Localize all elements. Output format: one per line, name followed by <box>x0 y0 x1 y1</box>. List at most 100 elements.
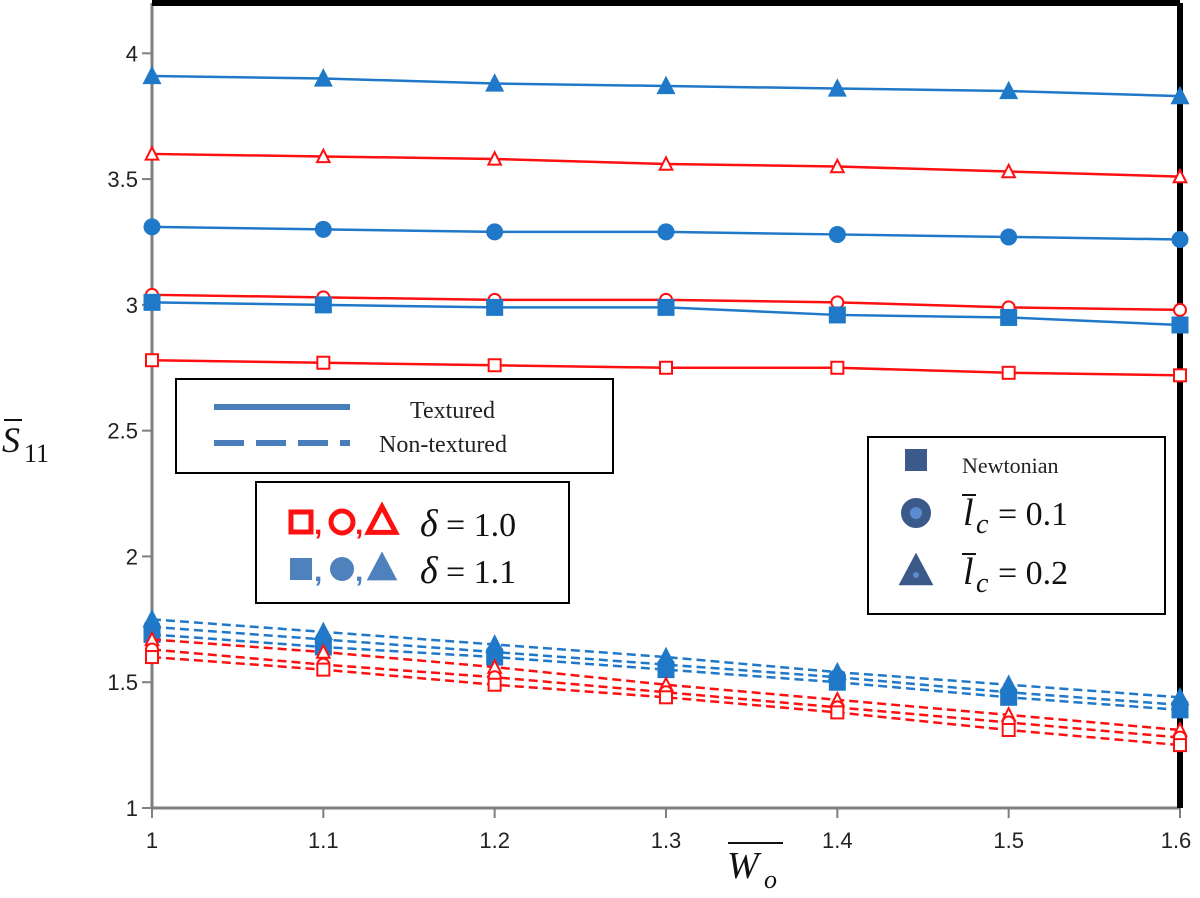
legend-delta-symbol: δ <box>420 503 439 545</box>
data-point <box>656 75 676 95</box>
data-point <box>657 661 675 679</box>
data-point <box>828 225 846 243</box>
tick-labels: 1 1.5 2 2.5 3 3.5 4 1 1.1 1.2 1.3 1.4 1.5 1.6 <box>107 41 1191 853</box>
data-point <box>143 218 161 236</box>
x-tick-label: 1.2 <box>479 828 510 853</box>
x-tick-label: 1.5 <box>993 828 1024 853</box>
data-point <box>1170 85 1190 105</box>
data-point <box>1173 302 1187 317</box>
legend-delta-value: = 1.1 <box>446 554 516 591</box>
data-point <box>142 65 162 85</box>
data-point <box>1172 167 1188 184</box>
legend-lc-subscript: c <box>976 568 989 599</box>
x-tick-label: 1 <box>146 828 158 853</box>
legends: Textured Non-textured,, δ = 1.0,, δ = 1.1 Newt… <box>175 378 1166 615</box>
data-point <box>315 147 332 164</box>
legend-triangle-marker <box>366 551 398 581</box>
y-tick-label: 3 <box>126 293 138 318</box>
series-textured-square-open <box>145 353 1187 383</box>
data-point <box>145 650 159 665</box>
series-textured-triangle-filled <box>142 65 1190 105</box>
data-point <box>485 73 505 92</box>
data-point <box>830 705 845 720</box>
legend-lc-value: = 0.1 <box>998 496 1068 533</box>
data-point <box>1171 701 1189 719</box>
data-point <box>316 355 331 370</box>
legend-lc-symbol: l <box>963 492 974 534</box>
legend-delta-symbol: δ <box>420 550 439 592</box>
legend-circle-marker <box>328 508 356 536</box>
data-point <box>657 298 675 316</box>
legend-square-marker <box>288 509 314 535</box>
y-axis-title: S <box>2 420 20 460</box>
x-axis-title-subscript: o <box>764 865 777 894</box>
legend-box <box>255 481 570 604</box>
data-point <box>143 293 161 311</box>
y-tick-label: 4 <box>126 41 138 66</box>
x-tick-label: 1.4 <box>822 828 853 853</box>
x-axis-title: W <box>727 845 762 887</box>
axis-titles: S 11W o <box>2 419 783 894</box>
data-point <box>1001 723 1016 738</box>
data-point <box>1171 316 1189 334</box>
data-point <box>999 80 1019 100</box>
legend-lc-value: = 0.2 <box>998 555 1068 592</box>
data-point <box>1000 308 1018 326</box>
legend-triangle-marker <box>898 552 934 586</box>
legend-circle-highlight <box>910 507 922 519</box>
legend-delta-value: = 1.0 <box>446 507 516 544</box>
y-axis-title-subscript: 11 <box>24 439 49 468</box>
data-point <box>828 673 846 691</box>
y-tick-label: 3.5 <box>107 167 138 192</box>
data-point <box>1173 738 1187 753</box>
data-point <box>658 155 674 171</box>
data-point <box>486 150 503 166</box>
legend-newtonian-marker <box>905 449 927 471</box>
legend-triangle-marker <box>364 501 400 535</box>
series-textured-triangle-open <box>144 145 1188 184</box>
data-point <box>314 296 332 314</box>
legend-lc-subscript: c <box>976 509 989 540</box>
data-point <box>145 353 159 368</box>
legend-comma: , <box>355 508 363 541</box>
legend-comma: , <box>355 555 363 588</box>
legend-lc-symbol: l <box>963 551 974 593</box>
data-point <box>657 223 675 241</box>
y-tick-label: 2.5 <box>107 419 138 444</box>
legend-comma: , <box>314 555 322 588</box>
data-point <box>659 690 673 705</box>
data-point <box>830 360 845 375</box>
data-point <box>1171 230 1189 248</box>
legend-box <box>175 378 614 474</box>
data-point <box>1000 162 1017 179</box>
y-tick-label: 1.5 <box>107 670 138 695</box>
series-textured-square-filled <box>143 293 1189 334</box>
data-point <box>314 220 332 238</box>
legend-square-marker <box>290 558 312 580</box>
data-point <box>659 360 673 375</box>
data-point <box>1000 688 1018 706</box>
x-tick-label: 1.6 <box>1161 828 1192 853</box>
data-point <box>829 157 846 174</box>
data-point <box>486 298 504 316</box>
series-textured-circle-filled <box>143 218 1189 248</box>
series-layer <box>142 65 1190 753</box>
data-point <box>144 145 160 161</box>
legend-textured-label: Textured <box>410 398 495 424</box>
data-point <box>487 677 502 692</box>
data-point <box>1001 365 1016 380</box>
y-tick-label: 1 <box>126 796 138 821</box>
legend-newtonian-label: Newtonian <box>962 453 1059 478</box>
data-point <box>1173 368 1187 383</box>
legend-comma: , <box>314 508 322 541</box>
data-point <box>827 78 847 97</box>
legend-non-textured-label: Non-textured <box>379 432 507 458</box>
data-point <box>1000 228 1018 246</box>
series-non-textured-square-open <box>145 650 1187 753</box>
plot-frame <box>142 0 1183 818</box>
x-tick-label: 1.1 <box>308 828 339 853</box>
data-point <box>486 223 504 241</box>
legend-triangle-highlight <box>913 572 919 578</box>
y-tick-label: 2 <box>126 544 138 569</box>
